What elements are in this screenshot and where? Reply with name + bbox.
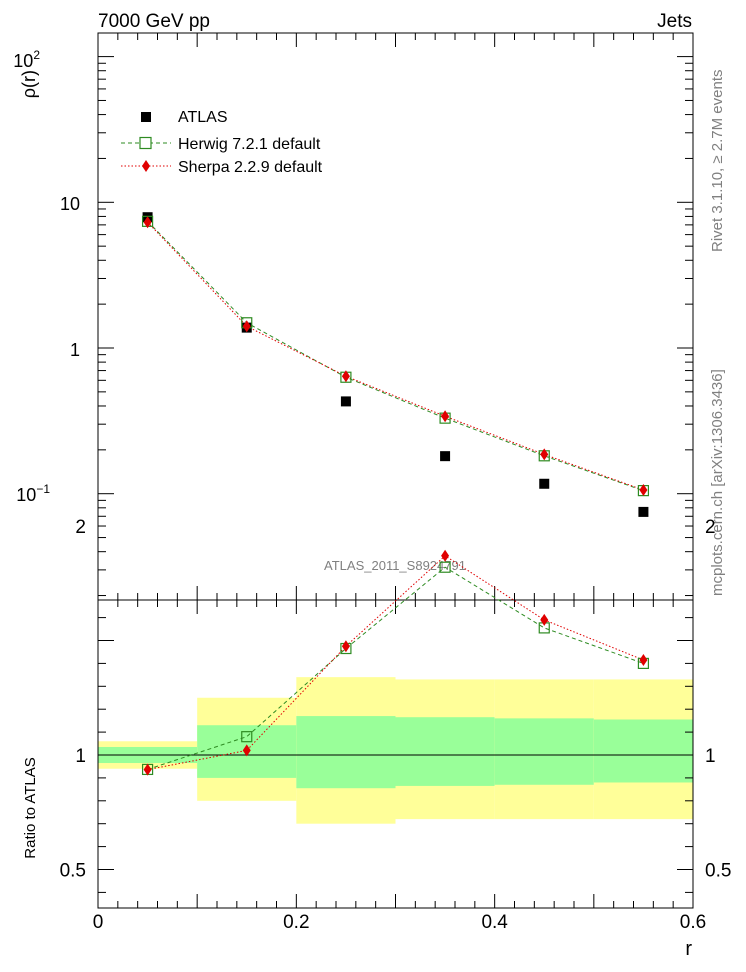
legend: ATLAS Herwig 7.2.1 default Sherpa 2.2.9 …	[121, 109, 323, 176]
sherpa-point	[540, 448, 549, 461]
sherpa-point	[242, 320, 251, 333]
x-tick-label: 0.4	[481, 912, 508, 933]
sherpa-line	[147, 221, 644, 491]
sherpa-ratio-point	[441, 549, 450, 562]
inner-band	[296, 716, 396, 789]
herwig-ratio-point	[241, 731, 253, 743]
sherpa-ratio-point	[242, 744, 251, 757]
inner-band	[494, 718, 594, 785]
main-y-axis-label: ρ(r)	[19, 70, 39, 98]
atlas-point	[539, 478, 550, 489]
legend-sherpa-marker	[142, 160, 150, 172]
legend-atlas-label: ATLAS	[178, 109, 228, 126]
sherpa-point	[143, 216, 152, 229]
mcplots-label: mcplots.cern.ch [arXiv:1306.3436]	[709, 369, 726, 596]
main-panel: ρ(r) 102 10 1 10−1 ATLAS_2011_S8924791 A…	[13, 32, 694, 601]
inner-band	[593, 719, 693, 783]
ratio-y-tick-label-left: 2	[75, 517, 86, 538]
sherpa-ratio-point	[639, 653, 648, 666]
sherpa-point	[639, 484, 648, 497]
x-tick-label: 0.6	[680, 912, 706, 933]
herwig-ratio-line	[147, 566, 644, 770]
y-tick-label-10: 10	[60, 194, 80, 214]
ratio-y-tick-label-right: 2	[705, 517, 716, 538]
y-tick-label-1: 1	[70, 340, 80, 360]
sherpa-point	[341, 370, 350, 383]
ratio-uncertainty-bands	[98, 677, 693, 824]
analysis-id: ATLAS_2011_S8924791	[324, 558, 466, 573]
sherpa-ratio-line	[147, 555, 644, 771]
atlas-point	[638, 506, 649, 517]
ratio-y-tick-label-left: 0.5	[60, 861, 86, 882]
y-tick-label-100: 102	[13, 48, 40, 71]
ratio-y-axis-label: Ratio to ATLAS	[22, 757, 39, 858]
ratio-y-tick-label-left: 1	[75, 746, 86, 767]
legend-herwig-marker	[139, 136, 152, 150]
sherpa-ratio-point	[540, 613, 549, 626]
atlas-point	[340, 396, 351, 407]
ratio-y-tick-label-right: 0.5	[705, 861, 731, 882]
x-tick-label: 0	[93, 912, 104, 933]
x-tick-label: 0.2	[283, 912, 309, 933]
main-ticks	[97, 33, 694, 600]
x-axis-label: r	[685, 938, 692, 960]
main-series	[141, 212, 650, 517]
ratio-panel: 0.5 0.5 1 1 2 2 0 0.2 0.4 0.6 Ratio to ATLAS r	[22, 517, 731, 960]
rivet-label: Rivet 3.1.10, ≥ 2.7M events	[709, 70, 726, 253]
ratio-series	[141, 549, 650, 776]
herwig-ratio-point	[439, 561, 451, 573]
ratio-ticks: 0.5 0.5 1 1 2 2 0 0.2 0.4 0.6	[60, 517, 732, 933]
inner-band	[395, 717, 495, 786]
header-right: Jets	[657, 11, 692, 32]
ratio-y-tick-label-right: 1	[705, 746, 716, 767]
sherpa-point	[441, 410, 450, 423]
legend-atlas-marker	[141, 112, 151, 122]
herwig-line	[147, 221, 644, 492]
legend-sherpa-label: Sherpa 2.2.9 default	[178, 159, 323, 176]
atlas-point	[440, 451, 451, 462]
legend-herwig-label: Herwig 7.2.1 default	[178, 136, 321, 153]
header-left: 7000 GeV pp	[98, 11, 210, 32]
sherpa-ratio-point	[341, 640, 350, 653]
sherpa-ratio-point	[143, 763, 152, 776]
y-tick-label-0.1: 10−1	[16, 482, 50, 505]
